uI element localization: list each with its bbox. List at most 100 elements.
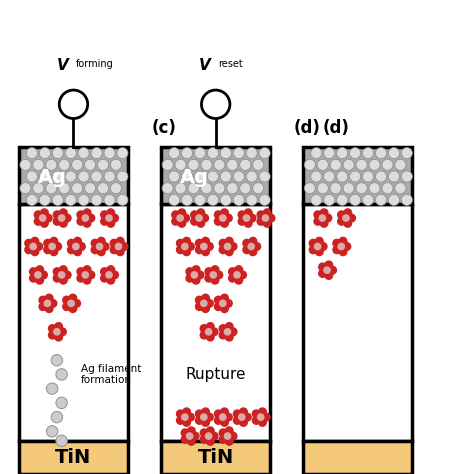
Circle shape <box>205 268 213 275</box>
Circle shape <box>50 248 58 255</box>
Circle shape <box>39 147 50 159</box>
Circle shape <box>349 194 361 206</box>
Circle shape <box>45 214 52 222</box>
Circle shape <box>53 274 61 282</box>
Circle shape <box>107 276 115 284</box>
Circle shape <box>337 211 346 219</box>
Circle shape <box>226 427 233 435</box>
Circle shape <box>39 194 50 206</box>
Circle shape <box>330 182 341 194</box>
Circle shape <box>83 276 91 284</box>
Circle shape <box>117 171 128 182</box>
Circle shape <box>344 209 352 217</box>
Circle shape <box>246 242 256 251</box>
Circle shape <box>57 213 66 223</box>
Circle shape <box>83 209 91 217</box>
Circle shape <box>77 218 85 225</box>
Circle shape <box>107 209 115 217</box>
Text: forming: forming <box>76 59 114 69</box>
Circle shape <box>238 211 246 219</box>
Circle shape <box>214 211 222 219</box>
Circle shape <box>183 408 191 416</box>
Circle shape <box>176 417 184 424</box>
Text: Ag filament
formation: Ag filament formation <box>81 364 141 385</box>
Circle shape <box>81 213 90 223</box>
Circle shape <box>52 194 64 206</box>
Circle shape <box>110 239 118 247</box>
Circle shape <box>333 246 341 254</box>
Circle shape <box>44 246 52 254</box>
Circle shape <box>233 171 245 182</box>
Circle shape <box>339 248 347 255</box>
Circle shape <box>192 276 200 284</box>
Circle shape <box>244 413 251 421</box>
Circle shape <box>66 299 76 308</box>
Circle shape <box>60 276 67 284</box>
Circle shape <box>91 171 102 182</box>
Circle shape <box>320 219 328 227</box>
Circle shape <box>263 413 270 421</box>
Circle shape <box>117 237 124 245</box>
Circle shape <box>214 410 222 418</box>
Circle shape <box>186 268 194 275</box>
Circle shape <box>25 239 33 247</box>
Circle shape <box>248 214 256 222</box>
Circle shape <box>264 209 271 217</box>
Circle shape <box>246 194 257 206</box>
Circle shape <box>337 242 346 251</box>
Circle shape <box>227 159 238 170</box>
Circle shape <box>63 296 71 304</box>
Circle shape <box>313 242 322 251</box>
Circle shape <box>98 159 109 170</box>
Circle shape <box>221 209 228 217</box>
Circle shape <box>77 268 85 275</box>
Circle shape <box>304 159 315 170</box>
Circle shape <box>240 182 251 194</box>
Circle shape <box>239 271 246 279</box>
Circle shape <box>172 218 180 225</box>
Circle shape <box>329 266 337 274</box>
Circle shape <box>259 419 266 426</box>
Circle shape <box>53 268 61 275</box>
Circle shape <box>60 209 67 217</box>
Circle shape <box>388 147 400 159</box>
Circle shape <box>202 237 210 245</box>
Circle shape <box>343 182 354 194</box>
Circle shape <box>199 242 209 251</box>
Circle shape <box>59 159 70 170</box>
Circle shape <box>233 147 245 159</box>
Circle shape <box>356 182 367 194</box>
Circle shape <box>176 410 184 418</box>
Circle shape <box>98 237 105 245</box>
Circle shape <box>207 147 219 159</box>
Circle shape <box>223 327 232 337</box>
Circle shape <box>319 263 327 271</box>
Circle shape <box>382 182 393 194</box>
Circle shape <box>64 271 71 279</box>
Circle shape <box>220 171 231 182</box>
Circle shape <box>114 242 123 251</box>
Circle shape <box>223 242 232 251</box>
Circle shape <box>202 248 210 255</box>
Circle shape <box>363 171 374 182</box>
Circle shape <box>182 194 192 206</box>
Circle shape <box>46 159 57 170</box>
Text: (c): (c) <box>152 119 176 137</box>
Circle shape <box>175 159 186 170</box>
Circle shape <box>201 90 230 118</box>
Circle shape <box>257 211 265 219</box>
Circle shape <box>195 303 203 310</box>
Circle shape <box>169 171 180 182</box>
Circle shape <box>199 299 209 308</box>
Circle shape <box>20 159 31 170</box>
Circle shape <box>219 246 227 254</box>
Circle shape <box>194 194 206 206</box>
Circle shape <box>55 323 63 330</box>
FancyBboxPatch shape <box>161 204 270 441</box>
Circle shape <box>162 182 173 194</box>
Circle shape <box>202 419 210 426</box>
Circle shape <box>57 270 66 280</box>
Circle shape <box>219 429 227 437</box>
Circle shape <box>226 248 233 255</box>
Circle shape <box>204 431 213 441</box>
